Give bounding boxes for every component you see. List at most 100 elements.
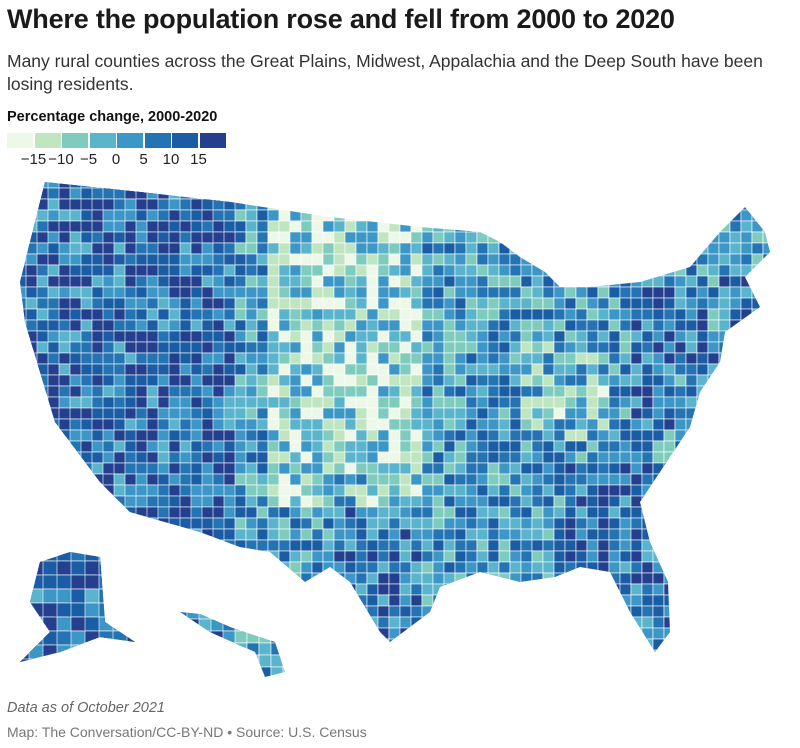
county xyxy=(718,506,731,519)
county xyxy=(322,308,335,321)
county xyxy=(652,473,665,486)
county xyxy=(267,528,280,541)
county xyxy=(311,539,324,552)
county xyxy=(619,418,632,431)
county xyxy=(333,242,346,255)
county xyxy=(630,649,643,652)
county xyxy=(199,679,221,692)
county xyxy=(344,418,357,431)
county xyxy=(433,661,444,672)
county xyxy=(729,495,742,508)
county xyxy=(674,440,687,453)
county xyxy=(289,352,302,365)
county xyxy=(47,506,69,525)
county xyxy=(311,220,324,233)
county xyxy=(751,550,764,563)
county xyxy=(663,440,676,453)
county xyxy=(751,528,764,541)
county xyxy=(652,462,665,475)
county xyxy=(80,517,102,536)
county xyxy=(399,528,412,541)
county xyxy=(245,286,258,299)
county xyxy=(267,517,280,530)
county xyxy=(498,616,511,629)
county xyxy=(102,539,124,558)
county xyxy=(389,661,400,672)
county xyxy=(729,583,742,596)
county xyxy=(443,616,456,629)
county xyxy=(498,583,511,596)
county xyxy=(553,517,566,530)
county xyxy=(201,594,223,613)
county xyxy=(509,231,522,244)
county xyxy=(487,528,500,541)
county xyxy=(443,330,456,343)
county xyxy=(443,308,456,321)
legend-tick-label: −5 xyxy=(79,151,98,168)
county xyxy=(333,374,346,387)
county xyxy=(575,561,588,574)
county xyxy=(531,275,544,288)
county xyxy=(542,341,555,354)
county xyxy=(476,484,489,497)
county xyxy=(443,264,456,277)
county xyxy=(366,605,379,618)
county xyxy=(180,654,197,675)
county xyxy=(729,484,742,497)
county xyxy=(641,275,654,288)
county xyxy=(729,231,742,244)
county xyxy=(509,539,522,552)
county xyxy=(619,462,632,475)
county xyxy=(289,517,302,530)
county xyxy=(410,253,423,266)
county xyxy=(234,612,248,620)
county xyxy=(135,594,157,613)
county xyxy=(278,451,291,464)
county xyxy=(443,539,456,552)
county xyxy=(377,473,390,486)
county xyxy=(586,231,599,244)
county xyxy=(366,209,379,222)
county xyxy=(476,286,489,299)
county xyxy=(333,308,346,321)
county xyxy=(168,550,190,569)
county xyxy=(256,429,269,442)
county xyxy=(322,220,335,233)
county xyxy=(674,649,687,652)
county xyxy=(245,319,258,332)
county xyxy=(421,627,434,640)
county xyxy=(762,594,770,607)
county xyxy=(762,374,770,387)
county xyxy=(751,396,764,409)
county xyxy=(388,451,401,464)
county xyxy=(300,374,313,387)
county xyxy=(641,385,654,398)
county xyxy=(465,396,478,409)
county xyxy=(278,385,291,398)
county xyxy=(476,528,489,541)
county xyxy=(774,364,785,375)
county xyxy=(619,649,632,652)
county xyxy=(20,484,36,503)
county xyxy=(630,374,643,387)
county xyxy=(432,209,445,222)
county xyxy=(190,182,212,195)
county xyxy=(410,627,423,640)
county xyxy=(344,209,357,222)
county xyxy=(575,275,588,288)
county xyxy=(366,616,379,629)
county xyxy=(575,473,588,486)
county xyxy=(146,649,168,652)
county xyxy=(278,484,291,497)
county xyxy=(410,495,423,508)
county xyxy=(333,319,346,332)
county xyxy=(476,264,489,277)
county xyxy=(608,473,621,486)
county xyxy=(465,561,478,574)
county xyxy=(751,385,764,398)
county xyxy=(729,297,742,310)
county xyxy=(597,253,610,266)
county xyxy=(498,242,511,255)
county xyxy=(586,264,599,277)
county xyxy=(619,341,632,354)
